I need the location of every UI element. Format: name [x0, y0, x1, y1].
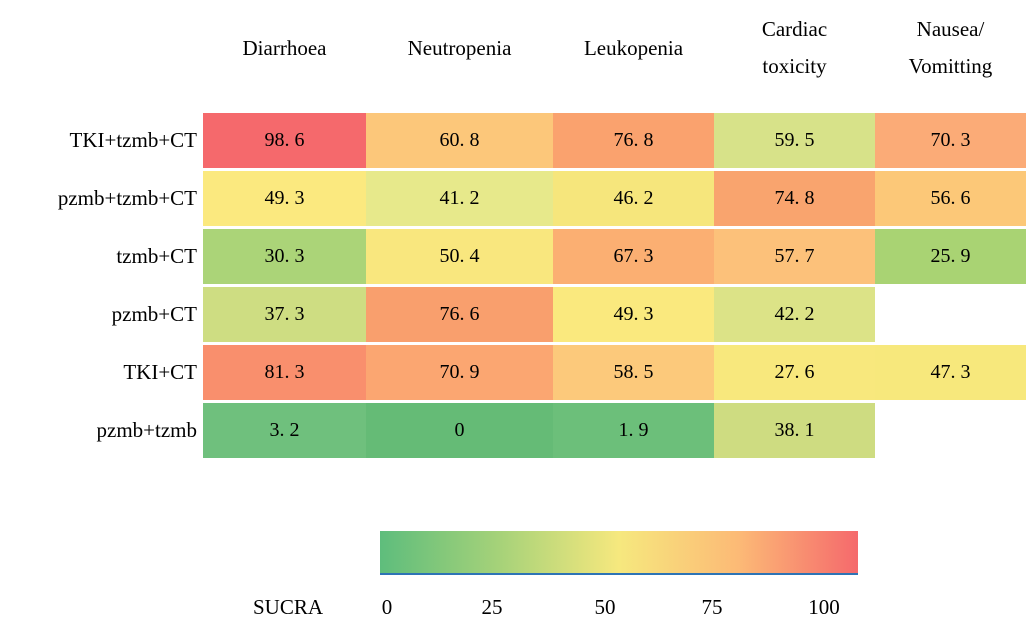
column-header: Neutropenia — [366, 0, 553, 96]
column-header: Cardiac toxicity — [714, 0, 875, 96]
row-label: pzmb+tzmb — [96, 418, 198, 442]
colorbar-tick: 50 — [594, 595, 616, 619]
row-label: TKI+tzmb+CT — [69, 128, 198, 152]
column-header-line: toxicity — [762, 54, 827, 78]
heatmap-cell: 49. 3 — [553, 287, 714, 342]
heatmap-cell: 30. 3 — [203, 229, 366, 284]
row-label: TKI+CT — [123, 360, 197, 384]
heatmap-cell: 0 — [366, 403, 553, 458]
heatmap-cell: 59. 5 — [714, 113, 875, 168]
heatmap-cell: 57. 7 — [714, 229, 875, 284]
heatmap-cell: 67. 3 — [553, 229, 714, 284]
heatmap-cell: 38. 1 — [714, 403, 875, 458]
colorbar-tick: 100 — [808, 595, 840, 619]
heatmap-cell: 27. 6 — [714, 345, 875, 400]
column-header-line: Neutropenia — [407, 35, 512, 60]
colorbar-tick: 75 — [701, 595, 723, 619]
heatmap-cell: 56. 6 — [875, 171, 1026, 226]
colorbar-tick: 0 — [381, 595, 393, 619]
heatmap-cell: 70. 3 — [875, 113, 1026, 168]
heatmap-cell: 50. 4 — [366, 229, 553, 284]
heatmap-cell: 1. 9 — [553, 403, 714, 458]
heatmap-cell: 47. 3 — [875, 345, 1026, 400]
heatmap-cell: 74. 8 — [714, 171, 875, 226]
heatmap-cell: 60. 8 — [366, 113, 553, 168]
row-label: pzmb+CT — [111, 302, 197, 326]
column-header: Leukopenia — [553, 0, 714, 96]
column-header-line: Vomitting — [908, 54, 993, 78]
heatmap-cell: 81. 3 — [203, 345, 366, 400]
column-header-line: Diarrhoea — [242, 35, 327, 60]
heatmap-cell: 76. 8 — [553, 113, 714, 168]
row-label: tzmb+CT — [116, 244, 197, 268]
heatmap-cell: 58. 5 — [553, 345, 714, 400]
heatmap-cell: 76. 6 — [366, 287, 553, 342]
heatmap-cell: 70. 9 — [366, 345, 553, 400]
column-header-line: Nausea/ — [916, 17, 985, 41]
column-header: Diarrhoea — [203, 0, 366, 96]
column-header-line: Cardiac — [761, 17, 828, 41]
heatmap-cell: 3. 2 — [203, 403, 366, 458]
heatmap-cell: 46. 2 — [553, 171, 714, 226]
column-header-line: Leukopenia — [583, 35, 684, 60]
heatmap-cell: 41. 2 — [366, 171, 553, 226]
heatmap-cell: 25. 9 — [875, 229, 1026, 284]
heatmap-cell: 49. 3 — [203, 171, 366, 226]
colorbar-tick: 25 — [481, 595, 503, 619]
row-label: pzmb+tzmb+CT — [57, 186, 197, 210]
colorbar-gradient — [380, 531, 858, 575]
colorbar-title: SUCRA — [252, 595, 324, 619]
column-header: Nausea/Vomitting — [875, 0, 1026, 96]
heatmap-cell: 98. 6 — [203, 113, 366, 168]
heatmap-cell: 42. 2 — [714, 287, 875, 342]
heatmap-cell: 37. 3 — [203, 287, 366, 342]
